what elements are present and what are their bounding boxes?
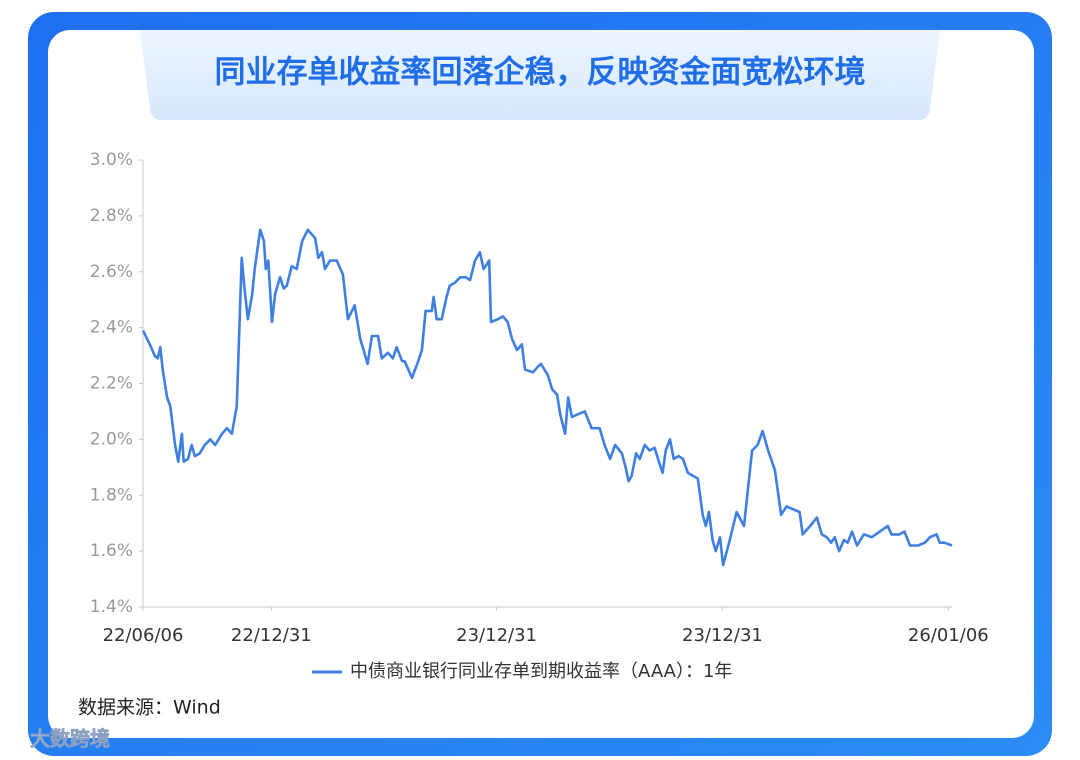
y-tick-label: 2.8%: [90, 206, 133, 226]
panel: [48, 30, 1034, 738]
source: 数据来源：Wind: [78, 697, 221, 719]
x-tick-label: 22/06/06: [103, 625, 184, 646]
x-tick-label: 22/12/31: [231, 625, 312, 646]
title-banner: [140, 30, 940, 120]
y-tick-label: 2.4%: [90, 318, 133, 338]
line-series: [141, 228, 953, 567]
x-tick-label: 23/12/31: [682, 625, 763, 646]
chart-title: 同业存单收益率回落企稳，反映资金面宽松环境: [215, 55, 866, 91]
x-tick-label: 23/12/31: [456, 625, 537, 646]
y-tick-label: 3.0%: [90, 150, 133, 170]
watermark: 大数跨境: [30, 727, 110, 751]
y-tick-label: 2.2%: [90, 374, 133, 394]
y-tick-label: 1.8%: [90, 485, 133, 505]
y-tick-label: 2.6%: [90, 262, 133, 282]
legend-label: 中债商业银行同业存单到期收益率（AAA）：1年: [350, 661, 732, 682]
y-tick-label: 1.6%: [90, 541, 133, 561]
x-tick-label: 26/01/06: [908, 625, 989, 646]
y-tick-label: 1.4%: [90, 597, 133, 617]
y-tick-label: 2.0%: [90, 429, 133, 449]
